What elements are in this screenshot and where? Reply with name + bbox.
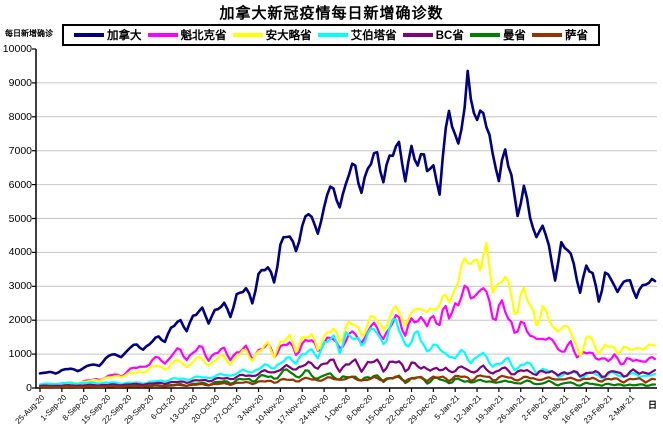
legend-line-swatch	[317, 33, 348, 37]
legend-label: 魁北克省	[180, 30, 227, 42]
chart-legend: 加拿大 魁北克省 安大略省 艾伯塔省 BC省 曼省 萨省	[62, 24, 600, 46]
legend-item-manitoba: 曼省	[469, 27, 526, 43]
y-tick-label: 5000	[8, 212, 32, 225]
y-tick-label: 7000	[8, 144, 32, 157]
legend-label: 加拿大	[107, 30, 142, 42]
legend-item-canada: 加拿大	[74, 27, 142, 43]
y-tick-label: 4000	[8, 246, 32, 259]
legend-item-alberta: 艾伯塔省	[317, 27, 397, 43]
legend-line-swatch	[469, 33, 500, 37]
legend-line-swatch	[402, 33, 433, 37]
legend-line-swatch	[532, 33, 562, 37]
legend-line-swatch	[147, 33, 178, 37]
legend-item-quebec: 魁北克省	[147, 27, 227, 43]
y-tick-label: 9000	[8, 76, 32, 89]
legend-line-swatch	[74, 33, 104, 37]
y-tick-label: 1000	[8, 348, 32, 361]
legend-line-swatch	[232, 33, 263, 37]
y-tick-label: 3000	[8, 280, 32, 293]
legend-item-bc: BC省	[402, 27, 464, 43]
legend-label: 艾伯塔省	[350, 30, 397, 42]
y-tick-label: 10000	[2, 43, 32, 55]
legend-label: 萨省	[565, 30, 588, 42]
chart-title: 加拿大新冠疫情每日新增确诊数	[219, 5, 444, 22]
y-tick-label: 6000	[8, 178, 32, 191]
series-line-quebec	[38, 284, 657, 386]
series-line-canada	[38, 69, 657, 375]
legend-item-ontario: 安大略省	[232, 27, 312, 43]
legend-label: 曼省	[502, 30, 526, 42]
series-line-bc	[38, 358, 657, 388]
series-line-saskatchewan	[38, 374, 657, 389]
y-axis-title: 每日新增确诊	[5, 29, 53, 38]
series-line-ontario	[38, 241, 657, 386]
y-tick-label: 8000	[8, 110, 32, 123]
legend-label: BC省	[435, 30, 464, 42]
legend-label: 安大略省	[265, 30, 312, 42]
legend-item-saskatchewan: 萨省	[532, 27, 588, 43]
x-axis-title: 日	[648, 400, 658, 410]
y-tick-label: 0	[26, 382, 32, 394]
y-tick-label: 2000	[8, 314, 32, 327]
